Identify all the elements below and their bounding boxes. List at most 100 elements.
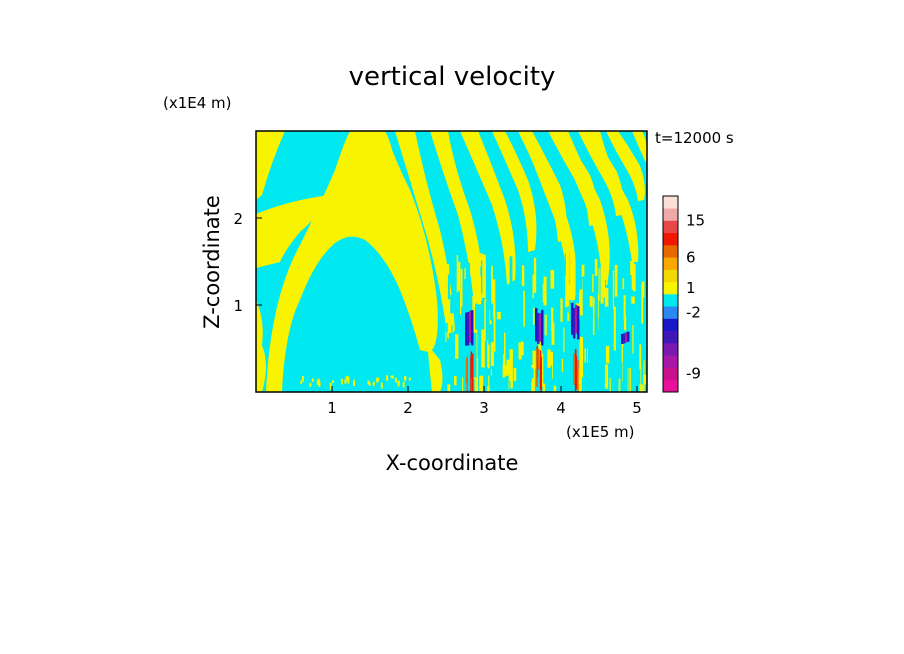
turbulence-dot	[367, 380, 370, 385]
turbulence-streak	[542, 383, 546, 392]
turbulence-streak	[531, 365, 535, 392]
turbulence-streak	[643, 375, 645, 392]
turbulence-streak	[479, 253, 483, 261]
turbulence-streak	[487, 324, 489, 368]
convective-core	[573, 307, 576, 339]
colorbar: -9 -2 1 6 15	[662, 195, 705, 393]
turbulence-streak	[468, 332, 472, 361]
turbulence-streak	[547, 349, 551, 368]
x-unit-label: (x1E5 m)	[566, 423, 635, 441]
turbulence-streak	[545, 345, 547, 374]
heatmap-region	[555, 131, 610, 280]
convective-core	[575, 304, 578, 334]
turbulence-streak	[620, 251, 624, 271]
colorbar-segment	[663, 232, 678, 246]
turbulence-streak	[592, 274, 594, 293]
colorbar-tick-label: -2	[686, 303, 701, 321]
turbulence-streak	[601, 294, 604, 315]
turbulence-streak	[496, 312, 501, 320]
colorbar-segment	[663, 196, 678, 209]
turbulence-streak	[605, 294, 608, 320]
turbulence-streak	[520, 341, 524, 356]
turbulence-streak	[473, 332, 477, 378]
turbulence-streak	[596, 318, 599, 333]
turbulence-streak	[628, 362, 630, 392]
turbulence-streak	[590, 258, 594, 265]
turbulence-streak	[604, 364, 609, 389]
turbulence-streak	[606, 276, 608, 285]
turbulence-streak	[623, 316, 627, 331]
heatmap-field	[256, 131, 647, 392]
turbulence-streak	[462, 377, 464, 392]
turbulence-streak	[479, 375, 484, 392]
turbulence-dot	[386, 375, 389, 381]
convective-core	[571, 302, 574, 335]
turbulence-streak	[560, 298, 563, 322]
turbulence-streak	[641, 284, 644, 324]
turbulence-streak	[523, 290, 525, 327]
heatmap-region	[492, 131, 537, 252]
turbulence-streak	[446, 338, 449, 383]
turbulence-streak	[641, 339, 644, 364]
turbulence-streak	[631, 296, 635, 304]
turbulence-streak	[587, 348, 589, 369]
turbulence-streak	[507, 303, 510, 327]
turbulence-streak	[583, 305, 585, 340]
y-unit-label: (x1E4 m)	[163, 94, 232, 112]
colorbar-segment	[663, 343, 678, 356]
turbulence-dot	[402, 381, 405, 388]
turbulence-streak	[456, 255, 459, 293]
turbulence-streak	[552, 368, 556, 392]
turbulence-dot	[376, 377, 379, 383]
turbulence-streak	[541, 282, 543, 320]
turbulence-streak	[514, 317, 516, 343]
turbulence-streak	[504, 375, 509, 391]
turbulence-streak	[518, 342, 522, 360]
plot-frame	[255, 130, 648, 393]
turbulence-streak	[455, 334, 459, 359]
turbulence-streak	[627, 338, 631, 363]
turbulence-streak	[606, 311, 610, 343]
turbulence-streak	[477, 276, 482, 305]
updraft-streak	[573, 353, 575, 385]
turbulence-streak	[490, 342, 494, 367]
convective-core	[625, 332, 628, 343]
turbulence-streak	[616, 313, 620, 345]
turbulence-streak	[518, 376, 521, 392]
turbulence-dot	[309, 382, 312, 387]
turbulence-streak	[519, 360, 523, 389]
turbulence-streak	[450, 385, 454, 392]
turbulence-dot	[347, 376, 350, 384]
turbulence-streak	[486, 304, 489, 330]
heatmap-region	[590, 131, 639, 262]
turbulence-streak	[445, 322, 448, 333]
turbulence-streak	[547, 359, 549, 381]
convective-core	[621, 334, 624, 344]
turbulence-streak	[485, 274, 488, 283]
time-label: t=12000 s	[655, 129, 734, 147]
heatmap-region	[606, 131, 645, 201]
turbulence-streak	[585, 383, 588, 392]
turbulence-streak	[539, 279, 541, 315]
turbulence-streak	[597, 294, 599, 330]
turbulence-streak	[602, 324, 607, 331]
turbulence-streak	[472, 254, 477, 291]
turbulence-streak	[602, 268, 606, 298]
turbulence-streak	[632, 263, 636, 292]
updraft-streak	[540, 357, 542, 392]
turbulence-streak	[605, 346, 610, 364]
turbulence-streak	[578, 319, 581, 362]
turbulence-dot	[372, 381, 375, 386]
turbulence-streak	[601, 299, 604, 344]
colorbar-tick-label: 6	[686, 248, 696, 266]
x-tick-label: 1	[327, 399, 337, 417]
turbulence-dot	[300, 380, 303, 384]
turbulence-streak	[509, 256, 513, 284]
turbulence-streak	[587, 253, 590, 269]
turbulence-streak	[566, 259, 569, 303]
turbulence-streak	[497, 262, 499, 277]
turbulence-streak	[609, 378, 611, 392]
turbulence-streak	[615, 319, 617, 353]
turbulence-streak	[553, 294, 557, 320]
turbulence-streak	[484, 298, 487, 341]
